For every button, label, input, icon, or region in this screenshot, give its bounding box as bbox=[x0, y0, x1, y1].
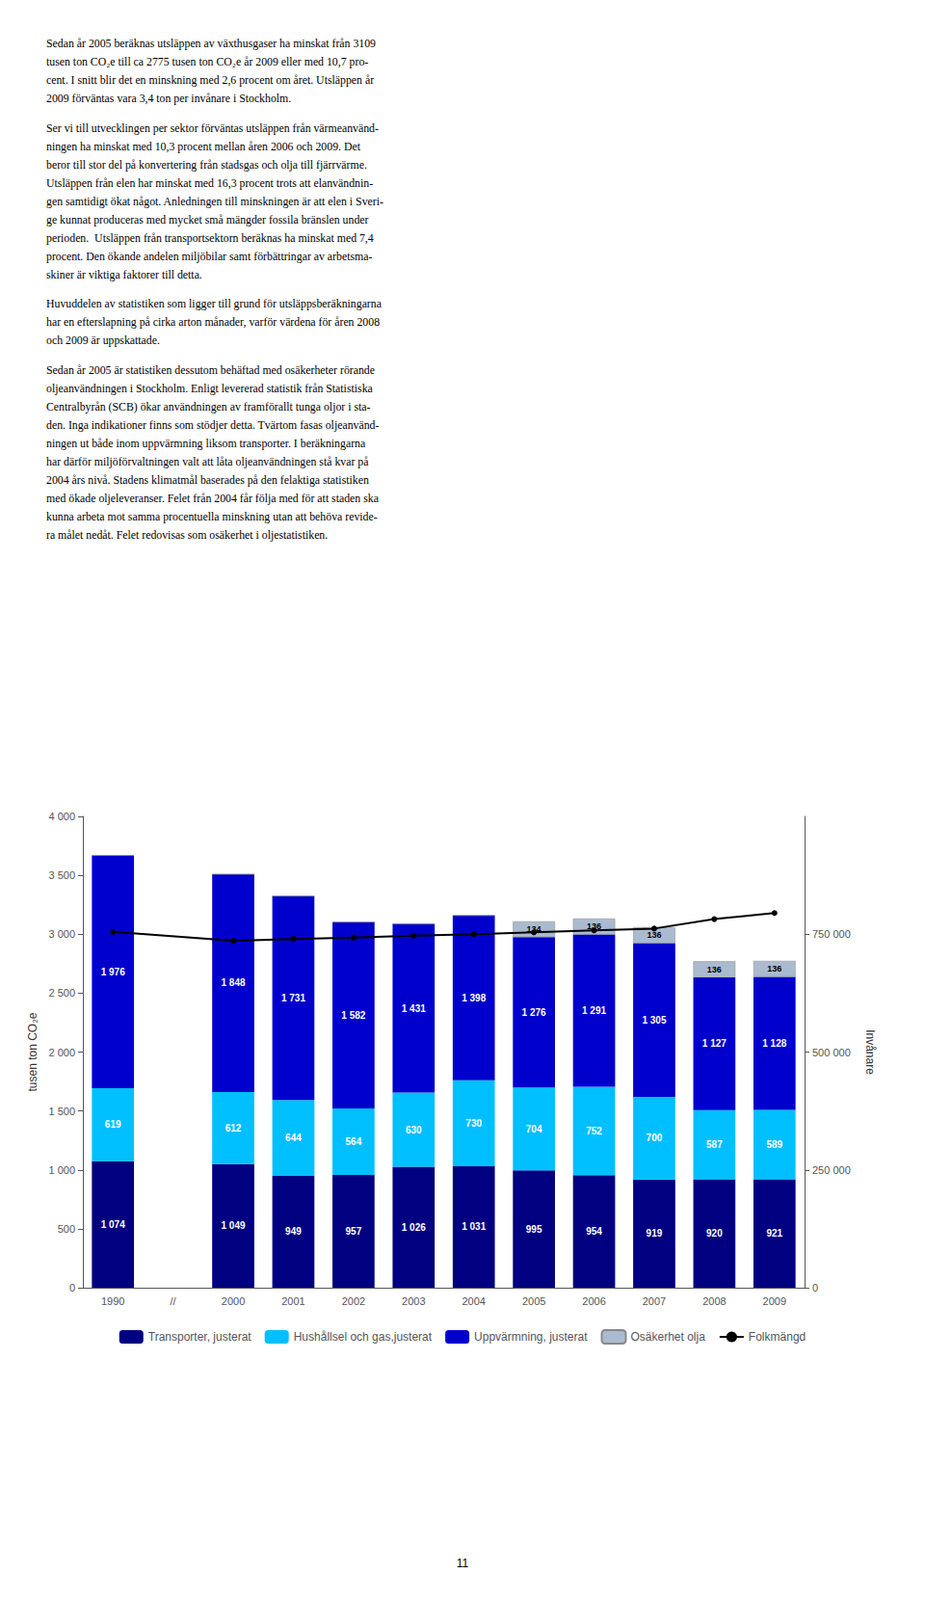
svg-text:750 000: 750 000 bbox=[812, 927, 851, 940]
svg-text:Uppvärmning, justerat: Uppvärmning, justerat bbox=[474, 1329, 588, 1344]
html-text:perioden. Utsläppen från trans: perioden. Utsläppen från transportsektor… bbox=[46, 230, 374, 245]
html-text:har därför miljöförvaltningen: har därför miljöförvaltningen valt att l… bbox=[46, 454, 369, 469]
html-text:har en efterslapning på cirka: har en efterslapning på cirka arton måna… bbox=[46, 315, 380, 329]
svg-text:704: 704 bbox=[526, 1123, 543, 1135]
svg-text:2003: 2003 bbox=[401, 1295, 425, 1307]
svg-text:136: 136 bbox=[646, 929, 661, 940]
svg-text:3 500: 3 500 bbox=[48, 869, 76, 881]
svg-text:0: 0 bbox=[812, 1281, 819, 1294]
html-text:2004 års nivå. Stadens klimatm: 2004 års nivå. Stadens klimatmål baserad… bbox=[46, 472, 369, 487]
svg-text:0: 0 bbox=[69, 1281, 76, 1294]
svg-text:2 500: 2 500 bbox=[48, 986, 76, 999]
svg-text:1 976: 1 976 bbox=[101, 966, 126, 978]
svg-text:630: 630 bbox=[405, 1124, 423, 1136]
html-text:beror till stor del på konvert: beror till stor del på konvertering från… bbox=[46, 157, 367, 172]
svg-text:1 582: 1 582 bbox=[341, 1009, 366, 1021]
svg-text:Transporter, justerat: Transporter, justerat bbox=[148, 1329, 253, 1344]
svg-text:700: 700 bbox=[646, 1132, 663, 1143]
html-text:11: 11 bbox=[456, 1556, 469, 1570]
html-text:ningen ha minskat med 10,3 pro: ningen ha minskat med 10,3 procent mella… bbox=[46, 139, 361, 153]
html-text:2009 förväntas vara 3,4 ton pe: 2009 förväntas vara 3,4 ton per invånare… bbox=[46, 91, 292, 106]
svg-text:134: 134 bbox=[526, 924, 542, 934]
svg-text:564: 564 bbox=[345, 1136, 363, 1147]
html-text:Centralbyrån (SCB) ökar använd: Centralbyrån (SCB) ökar användningen av … bbox=[46, 399, 371, 414]
svg-text:2001: 2001 bbox=[281, 1295, 305, 1307]
svg-text:957: 957 bbox=[345, 1225, 363, 1237]
svg-text://: // bbox=[170, 1295, 178, 1307]
svg-text:2005: 2005 bbox=[522, 1295, 546, 1307]
html-text:Ser vi till utvecklingen per s: Ser vi till utvecklingen per sektor förv… bbox=[46, 121, 379, 135]
svg-text:949: 949 bbox=[285, 1225, 302, 1237]
svg-text:136: 136 bbox=[766, 963, 782, 974]
svg-text:2000: 2000 bbox=[221, 1295, 245, 1307]
svg-text:1 276: 1 276 bbox=[522, 1006, 547, 1018]
svg-text:612: 612 bbox=[225, 1122, 242, 1134]
html-text:kunna arbeta mot samma procent: kunna arbeta mot samma procentuella mins… bbox=[46, 509, 378, 524]
svg-text:2006: 2006 bbox=[581, 1295, 606, 1307]
svg-text:2004: 2004 bbox=[461, 1295, 485, 1307]
svg-text:1 127: 1 127 bbox=[702, 1037, 727, 1049]
svg-text:619: 619 bbox=[105, 1118, 122, 1130]
svg-text:1 049: 1 049 bbox=[221, 1219, 246, 1231]
svg-text:954: 954 bbox=[585, 1225, 603, 1237]
html-text:ge kunnat produceras med mycke: ge kunnat produceras med mycket små mäng… bbox=[46, 212, 369, 227]
svg-text:1 074: 1 074 bbox=[101, 1218, 126, 1230]
svg-text:500 000: 500 000 bbox=[812, 1046, 851, 1058]
svg-text:920: 920 bbox=[706, 1227, 723, 1239]
svg-text:1 291: 1 291 bbox=[581, 1004, 607, 1016]
svg-text:921: 921 bbox=[766, 1227, 783, 1239]
svg-text:3 000: 3 000 bbox=[48, 927, 76, 940]
svg-text:2 000: 2 000 bbox=[48, 1046, 76, 1058]
svg-text:136: 136 bbox=[586, 921, 602, 932]
svg-text:587: 587 bbox=[706, 1138, 723, 1150]
html-text:och 2009 är uppskattade.: och 2009 är uppskattade. bbox=[46, 333, 160, 348]
svg-text:Invånare: Invånare bbox=[863, 1029, 877, 1075]
svg-text:500: 500 bbox=[57, 1222, 76, 1235]
svg-text:730: 730 bbox=[465, 1117, 482, 1129]
svg-text:589: 589 bbox=[766, 1138, 783, 1150]
svg-text:1 500: 1 500 bbox=[48, 1105, 76, 1117]
svg-text:919: 919 bbox=[646, 1227, 663, 1239]
svg-text:1 026: 1 026 bbox=[401, 1221, 426, 1233]
svg-text:752: 752 bbox=[585, 1125, 603, 1137]
html-text:Sedan år 2005 är statistiken d: Sedan år 2005 är statistiken dessutom be… bbox=[46, 363, 375, 377]
html-text:med ökade oljeleveranser. Fele: med ökade oljeleveranser. Felet från 200… bbox=[46, 491, 379, 505]
svg-text:1 031: 1 031 bbox=[461, 1220, 486, 1232]
svg-text:1 398: 1 398 bbox=[461, 992, 486, 1004]
svg-text:1 431: 1 431 bbox=[401, 1003, 426, 1014]
svg-text:1 000: 1 000 bbox=[48, 1163, 76, 1176]
html-text:tusen ton CO₂e till ca 2775 tu: tusen ton CO₂e till ca 2775 tusen ton CO… bbox=[46, 54, 369, 69]
html-text:cent. I snitt blir det en mins: cent. I snitt blir det en minskning med … bbox=[46, 73, 374, 87]
svg-text:1990: 1990 bbox=[101, 1295, 125, 1307]
svg-text:tusen ton CO₂e: tusen ton CO₂e bbox=[26, 1011, 40, 1091]
html-text:Huvuddelen av statistiken som: Huvuddelen av statistiken som ligger til… bbox=[46, 296, 382, 311]
svg-text:2007: 2007 bbox=[642, 1295, 666, 1307]
svg-text:Osäkerhet olja: Osäkerhet olja bbox=[630, 1329, 706, 1344]
html-text:procent. Den ökande andelen mi: procent. Den ökande andelen miljöbilar s… bbox=[46, 249, 373, 263]
svg-text:2002: 2002 bbox=[342, 1295, 366, 1307]
svg-text:1 731: 1 731 bbox=[281, 992, 306, 1004]
svg-text:Hushållsel och gas,justerat: Hushållsel och gas,justerat bbox=[293, 1329, 433, 1344]
html-text:ningen ut både inom uppvärmnin: ningen ut både inom uppvärmning liksom t… bbox=[46, 436, 366, 450]
html-text:Utsläppen från elen har minska: Utsläppen från elen har minskat med 16,3… bbox=[46, 175, 373, 190]
html-text:Sedan år 2005 beräknas utsläpp: Sedan år 2005 beräknas utsläppen av växt… bbox=[46, 36, 376, 51]
html-text:ra målet nedåt. Felet redovisa: ra målet nedåt. Felet redovisas som osäk… bbox=[46, 527, 328, 542]
svg-text:644: 644 bbox=[285, 1132, 302, 1143]
svg-text:250 000: 250 000 bbox=[812, 1163, 851, 1176]
svg-text:4 000: 4 000 bbox=[48, 810, 76, 822]
svg-text:2009: 2009 bbox=[763, 1295, 787, 1307]
svg-text:Folkmängd: Folkmängd bbox=[748, 1329, 806, 1344]
svg-text:1 305: 1 305 bbox=[641, 1014, 666, 1026]
html-text:skiner är viktiga faktorer til: skiner är viktiga faktorer till detta. bbox=[46, 267, 203, 281]
svg-text:1 848: 1 848 bbox=[221, 977, 246, 988]
html-text:gen samtidigt ökat något. Anle: gen samtidigt ökat något. Anledningen ti… bbox=[46, 194, 384, 208]
svg-text:995: 995 bbox=[526, 1223, 543, 1235]
html-text:den. Inga indikationer finns s: den. Inga indikationer finns som stödjer… bbox=[46, 417, 380, 432]
svg-text:136: 136 bbox=[707, 964, 722, 975]
svg-text:2008: 2008 bbox=[702, 1295, 726, 1307]
svg-text:1 128: 1 128 bbox=[762, 1037, 787, 1049]
html-text:oljeanvändningen i Stockholm.: oljeanvändningen i Stockholm. Enligt lev… bbox=[46, 381, 373, 395]
